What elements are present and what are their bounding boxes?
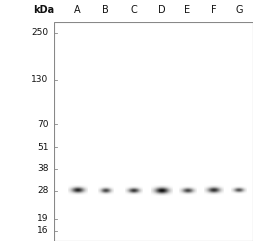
Text: 70: 70: [37, 120, 48, 129]
Text: kDa: kDa: [33, 5, 54, 15]
Bar: [110, 22, 130, 241]
Text: A: A: [74, 5, 81, 15]
Text: F: F: [211, 5, 216, 15]
Text: C: C: [130, 5, 137, 15]
Text: 38: 38: [37, 164, 48, 173]
Text: D: D: [158, 5, 165, 15]
Text: E: E: [185, 5, 191, 15]
Text: 250: 250: [31, 28, 48, 37]
Text: B: B: [102, 5, 109, 15]
Bar: [162, 22, 186, 241]
Text: 130: 130: [31, 75, 48, 84]
Text: 19: 19: [37, 214, 48, 223]
Text: 28: 28: [37, 186, 48, 195]
Text: G: G: [236, 5, 243, 15]
Text: 51: 51: [37, 143, 48, 152]
Text: 16: 16: [37, 226, 48, 235]
